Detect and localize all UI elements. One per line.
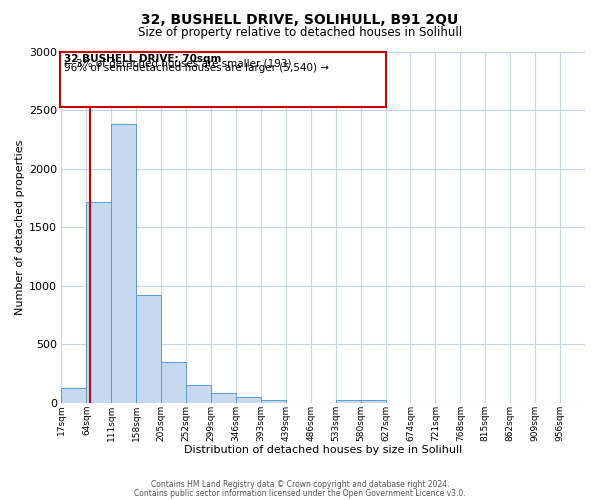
Bar: [86, 202, 112, 403]
Text: ← 3% of detached houses are smaller (193): ← 3% of detached houses are smaller (193…: [64, 58, 291, 68]
Text: Contains public sector information licensed under the Open Government Licence v3: Contains public sector information licen…: [134, 488, 466, 498]
Y-axis label: Number of detached properties: Number of detached properties: [15, 140, 25, 315]
Bar: [112, 124, 136, 403]
Bar: [261, 400, 286, 403]
Bar: [161, 362, 186, 403]
Bar: [61, 388, 86, 403]
Bar: [136, 296, 161, 403]
Bar: [186, 385, 211, 403]
Bar: [211, 392, 236, 403]
Text: Contains HM Land Registry data © Crown copyright and database right 2024.: Contains HM Land Registry data © Crown c…: [151, 480, 449, 489]
X-axis label: Distribution of detached houses by size in Solihull: Distribution of detached houses by size …: [184, 445, 463, 455]
Text: 32, BUSHELL DRIVE, SOLIHULL, B91 2QU: 32, BUSHELL DRIVE, SOLIHULL, B91 2QU: [142, 12, 458, 26]
Bar: [361, 400, 386, 403]
Text: 32 BUSHELL DRIVE: 70sqm: 32 BUSHELL DRIVE: 70sqm: [64, 54, 221, 64]
Bar: [335, 400, 361, 403]
Bar: [236, 397, 261, 403]
Text: 96% of semi-detached houses are larger (5,540) →: 96% of semi-detached houses are larger (…: [64, 63, 329, 73]
Text: Size of property relative to detached houses in Solihull: Size of property relative to detached ho…: [138, 26, 462, 39]
Bar: [61, 52, 386, 106]
